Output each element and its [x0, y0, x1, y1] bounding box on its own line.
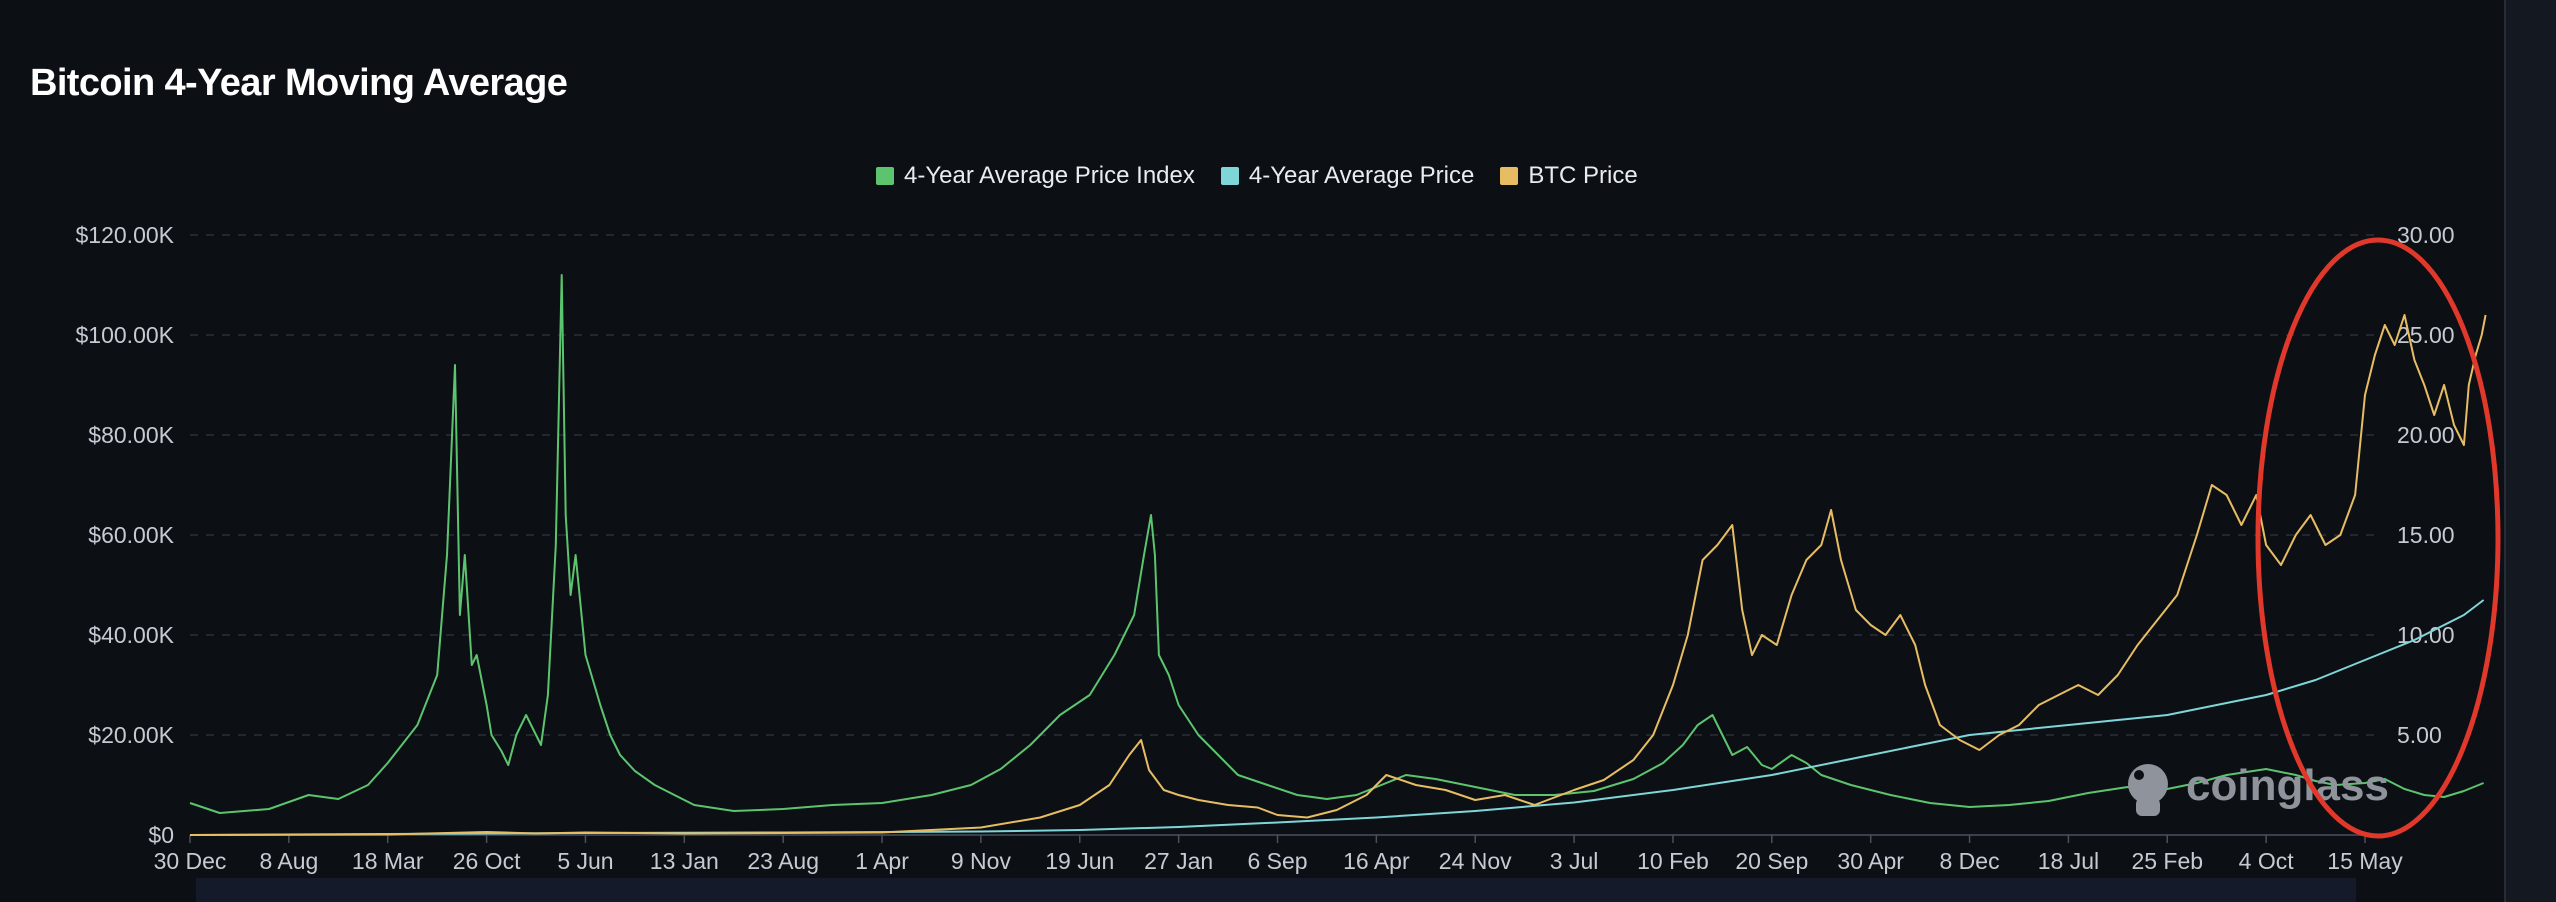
x-tick-label: 23 Aug [747, 848, 819, 874]
legend-item-btc-price[interactable]: BTC Price [1500, 162, 1638, 190]
scrollbar-track[interactable] [2504, 0, 2556, 902]
x-tick-label: 10 Feb [1637, 848, 1709, 874]
legend-item-price-index[interactable]: 4-Year Average Price Index [876, 162, 1195, 190]
series-line-1 [189, 599, 2485, 836]
legend-swatch [876, 167, 894, 185]
legend-swatch [1500, 167, 1519, 185]
legend-item-average-price[interactable]: 4-Year Average Price [1220, 162, 1475, 190]
x-tick-label: 8 Dec [1939, 848, 1999, 874]
chart-legend: 4-Year Average Price Index 4-Year Averag… [876, 162, 1638, 190]
x-tick-label: 6 Sep [1247, 848, 1307, 874]
y-left-tick-label: $100.00K [76, 322, 175, 348]
watermark: coinglass [2128, 761, 2389, 816]
legend-label: 4-Year Average Price Index [904, 162, 1195, 189]
x-tick-label: 13 Jan [650, 848, 719, 874]
x-tick-label: 9 Nov [951, 848, 1012, 874]
y-left-tick-label: $20.00K [88, 722, 174, 748]
y-left-tick-label: $60.00K [88, 522, 174, 548]
y-left-tick-label: $80.00K [88, 422, 174, 448]
grid-lines [190, 234, 2375, 836]
coinglass-logo-icon [2128, 764, 2168, 816]
y-left-tick-label: $120.00K [76, 222, 175, 248]
y-right-tick-label: 25.00 [2397, 322, 2455, 348]
x-tick-label: 27 Jan [1144, 848, 1213, 874]
legend-label: BTC Price [1528, 162, 1638, 189]
x-tick-label: 18 Mar [352, 848, 424, 874]
y-axis-left: $0 $20.00K $40.00K $60.00K $80.00K $100.00K $1… [76, 222, 175, 848]
x-tick-label: 16 Apr [1343, 848, 1410, 874]
x-tick-label: 30 Apr [1837, 848, 1904, 874]
x-tick-label: 30 Dec [154, 848, 227, 874]
y-right-tick-label: 20.00 [2397, 422, 2455, 448]
x-tick-label: 5 Jun [557, 848, 613, 874]
x-tick-label: 1 Apr [855, 848, 909, 874]
legend-swatch [1220, 167, 1239, 185]
x-axis: 30 Dec 8 Aug 18 Mar 26 Oct 5 Jun 13 Jan 23 Aug… [154, 835, 2403, 874]
y-right-tick-label: 15.00 [2397, 522, 2455, 548]
y-left-tick-label: $40.00K [88, 622, 174, 648]
x-tick-label: 24 Nov [1439, 848, 1512, 874]
x-tick-label: 18 Jul [2038, 848, 2099, 874]
x-tick-label: 20 Sep [1735, 848, 1808, 874]
x-tick-label: 19 Jun [1045, 848, 1114, 874]
x-tick-label: 25 Feb [2131, 848, 2203, 874]
highlight-ellipse [2255, 237, 2501, 839]
range-navigator[interactable] [196, 878, 2356, 902]
y-right-tick-label: 30.00 [2397, 222, 2455, 248]
series-line-2 [189, 314, 2487, 836]
page-title: Bitcoin 4-Year Moving Average [30, 62, 568, 104]
x-tick-label: 8 Aug [259, 848, 318, 874]
chart-series [189, 274, 2487, 836]
series-line-0 [189, 274, 2484, 814]
x-tick-label: 4 Oct [2239, 848, 2295, 874]
x-tick-label: 26 Oct [453, 848, 521, 874]
y-right-tick-label: 5.00 [2397, 722, 2442, 748]
watermark-text: coinglass [2186, 761, 2389, 810]
y-left-tick-label: $0 [148, 822, 174, 848]
x-tick-label: 3 Jul [1550, 848, 1599, 874]
x-tick-label: 15 May [2327, 848, 2403, 874]
legend-label: 4-Year Average Price [1248, 162, 1475, 189]
